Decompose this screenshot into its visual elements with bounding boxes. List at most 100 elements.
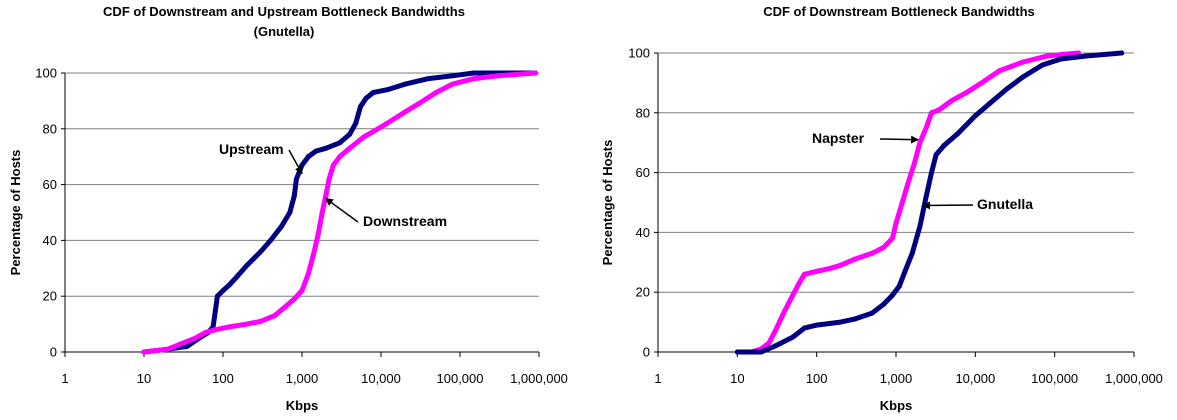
data-point-upstream-16 bbox=[294, 177, 299, 182]
data-point-napster-8 bbox=[802, 272, 807, 277]
data-point-downstream-8 bbox=[258, 319, 263, 324]
data-point-downstream-13 bbox=[306, 271, 311, 276]
annotation-gnutella: Gnutella bbox=[977, 196, 1033, 212]
y-tick-label-0: 0 bbox=[643, 345, 650, 360]
data-point-downstream-24 bbox=[385, 121, 390, 126]
data-point-napster-4 bbox=[773, 329, 778, 334]
data-point-napster-21 bbox=[924, 125, 929, 130]
data-point-gnutella-14 bbox=[910, 251, 915, 256]
y-tick-label-40: 40 bbox=[636, 225, 650, 240]
data-point-napster-12 bbox=[852, 257, 857, 262]
x-axis-label: Kbps bbox=[880, 398, 913, 413]
y-tick-label-0: 0 bbox=[50, 345, 57, 360]
annotation-napster: Napster bbox=[812, 130, 865, 146]
x-tick-label-100000: 100,000 bbox=[437, 371, 484, 386]
data-point-napster-22 bbox=[929, 110, 934, 115]
x-tick-label-10: 10 bbox=[730, 371, 744, 386]
data-point-gnutella-26 bbox=[1058, 57, 1063, 62]
data-point-napster-26 bbox=[979, 80, 984, 85]
data-point-downstream-31 bbox=[533, 71, 538, 76]
series-points-downstream bbox=[142, 71, 538, 355]
data-point-gnutella-24 bbox=[1021, 74, 1026, 79]
data-point-upstream-22 bbox=[347, 132, 352, 137]
x-axis-label: Kbps bbox=[286, 398, 319, 413]
data-point-gnutella-6 bbox=[814, 323, 819, 328]
data-point-gnutella-28 bbox=[1119, 51, 1124, 56]
x-tick-label-10000: 10,000 bbox=[361, 371, 401, 386]
x-tick-label-1: 1 bbox=[654, 371, 661, 386]
data-point-napster-25 bbox=[965, 89, 970, 94]
data-point-upstream-9 bbox=[234, 274, 239, 279]
y-tick-label-60: 60 bbox=[636, 165, 650, 180]
data-point-napster-13 bbox=[870, 251, 875, 256]
chart-title: CDF of Downstream and Upstream Bottlenec… bbox=[103, 4, 465, 19]
x-tick-label-100000: 100,000 bbox=[1031, 371, 1078, 386]
data-point-upstream-31 bbox=[471, 71, 476, 76]
y-tick-label-20: 20 bbox=[43, 289, 57, 304]
data-point-downstream-27 bbox=[434, 90, 439, 95]
x-tick-label-1: 1 bbox=[61, 371, 68, 386]
data-point-upstream-15 bbox=[292, 193, 297, 198]
data-point-napster-5 bbox=[783, 308, 788, 313]
data-point-downstream-6 bbox=[227, 324, 232, 329]
data-point-gnutella-23 bbox=[1004, 86, 1009, 91]
data-point-gnutella-27 bbox=[1084, 54, 1089, 59]
data-point-napster-6 bbox=[790, 293, 795, 298]
data-point-upstream-30 bbox=[450, 73, 455, 78]
x-tick-label-1000: 1,000 bbox=[880, 371, 913, 386]
x-tick-label-100: 100 bbox=[806, 371, 828, 386]
y-tick-label-20: 20 bbox=[636, 285, 650, 300]
series-line-downstream bbox=[144, 73, 535, 352]
data-point-napster-15 bbox=[890, 236, 895, 241]
data-point-gnutella-16 bbox=[924, 194, 929, 199]
data-point-gnutella-21 bbox=[973, 113, 978, 118]
data-point-downstream-14 bbox=[311, 252, 316, 257]
data-point-downstream-7 bbox=[244, 322, 249, 327]
chart-subtitle: (Gnutella) bbox=[254, 24, 315, 39]
y-tick-label-60: 60 bbox=[43, 177, 57, 192]
data-point-upstream-19 bbox=[313, 149, 318, 154]
data-point-napster-7 bbox=[797, 281, 802, 286]
data-point-gnutella-7 bbox=[838, 320, 843, 325]
data-point-downstream-15 bbox=[316, 232, 321, 237]
data-point-downstream-1 bbox=[165, 347, 170, 352]
data-point-upstream-28 bbox=[402, 82, 407, 87]
data-point-gnutella-0 bbox=[735, 350, 740, 355]
data-point-upstream-11 bbox=[258, 249, 263, 254]
data-point-napster-14 bbox=[881, 245, 886, 250]
data-point-downstream-23 bbox=[371, 129, 376, 134]
data-point-napster-27 bbox=[997, 68, 1002, 73]
data-point-napster-20 bbox=[917, 140, 922, 145]
data-point-downstream-0 bbox=[142, 350, 147, 355]
y-tick-label-100: 100 bbox=[35, 66, 57, 81]
data-point-upstream-29 bbox=[426, 76, 431, 81]
x-tick-label-1000: 1,000 bbox=[286, 371, 319, 386]
data-point-gnutella-10 bbox=[881, 302, 886, 307]
y-axis-label: Percentage of Hosts bbox=[8, 150, 23, 276]
data-point-downstream-10 bbox=[282, 305, 287, 310]
data-point-upstream-20 bbox=[323, 146, 328, 151]
data-point-napster-16 bbox=[894, 221, 899, 226]
data-point-napster-11 bbox=[838, 263, 843, 268]
data-point-gnutella-11 bbox=[890, 293, 895, 298]
data-point-gnutella-9 bbox=[870, 311, 875, 316]
data-point-downstream-20 bbox=[337, 154, 342, 159]
x-tick-label-10: 10 bbox=[137, 371, 151, 386]
data-point-napster-17 bbox=[900, 200, 905, 205]
chart-panel-left: CDF of Downstream and Upstream Bottlenec… bbox=[0, 0, 588, 415]
cdf-chart-downstream: CDF of Downstream Bottleneck Bandwidths0… bbox=[588, 0, 1177, 415]
data-point-downstream-2 bbox=[179, 341, 184, 346]
data-point-upstream-24 bbox=[358, 104, 363, 109]
data-point-upstream-12 bbox=[268, 238, 273, 243]
data-point-downstream-11 bbox=[292, 297, 297, 302]
data-point-napster-24 bbox=[949, 98, 954, 103]
data-point-downstream-4 bbox=[203, 330, 208, 335]
annotation-arrow-downstream bbox=[326, 199, 358, 222]
data-point-gnutella-2 bbox=[759, 350, 764, 355]
data-point-downstream-29 bbox=[471, 76, 476, 81]
data-point-napster-10 bbox=[828, 266, 833, 271]
data-point-gnutella-1 bbox=[749, 350, 754, 355]
data-point-gnutella-12 bbox=[897, 284, 902, 289]
data-point-napster-9 bbox=[814, 269, 819, 274]
data-point-upstream-8 bbox=[227, 283, 232, 288]
